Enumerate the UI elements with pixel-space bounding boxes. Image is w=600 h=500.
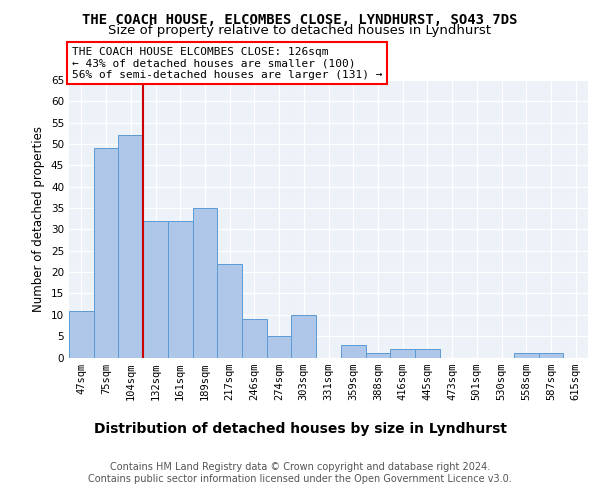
Text: THE COACH HOUSE ELCOMBES CLOSE: 126sqm
← 43% of detached houses are smaller (100: THE COACH HOUSE ELCOMBES CLOSE: 126sqm ←…	[71, 47, 382, 80]
Bar	[118, 136, 143, 358]
Text: Distribution of detached houses by size in Lyndhurst: Distribution of detached houses by size …	[94, 422, 506, 436]
Text: Size of property relative to detached houses in Lyndhurst: Size of property relative to detached ho…	[109, 24, 491, 37]
Text: THE COACH HOUSE, ELCOMBES CLOSE, LYNDHURST, SO43 7DS: THE COACH HOUSE, ELCOMBES CLOSE, LYNDHUR…	[82, 12, 518, 26]
Bar	[341, 344, 365, 358]
Bar	[69, 310, 94, 358]
Bar	[415, 349, 440, 358]
Bar	[242, 319, 267, 358]
Bar	[365, 353, 390, 358]
Text: Contains public sector information licensed under the Open Government Licence v3: Contains public sector information licen…	[88, 474, 512, 484]
Bar	[168, 221, 193, 358]
Bar	[193, 208, 217, 358]
Bar	[267, 336, 292, 357]
Text: Contains HM Land Registry data © Crown copyright and database right 2024.: Contains HM Land Registry data © Crown c…	[110, 462, 490, 472]
Bar	[390, 349, 415, 358]
Bar	[143, 221, 168, 358]
Bar	[292, 315, 316, 358]
Bar	[94, 148, 118, 358]
Bar	[514, 353, 539, 358]
Bar	[539, 353, 563, 358]
Bar	[217, 264, 242, 358]
Y-axis label: Number of detached properties: Number of detached properties	[32, 126, 46, 312]
